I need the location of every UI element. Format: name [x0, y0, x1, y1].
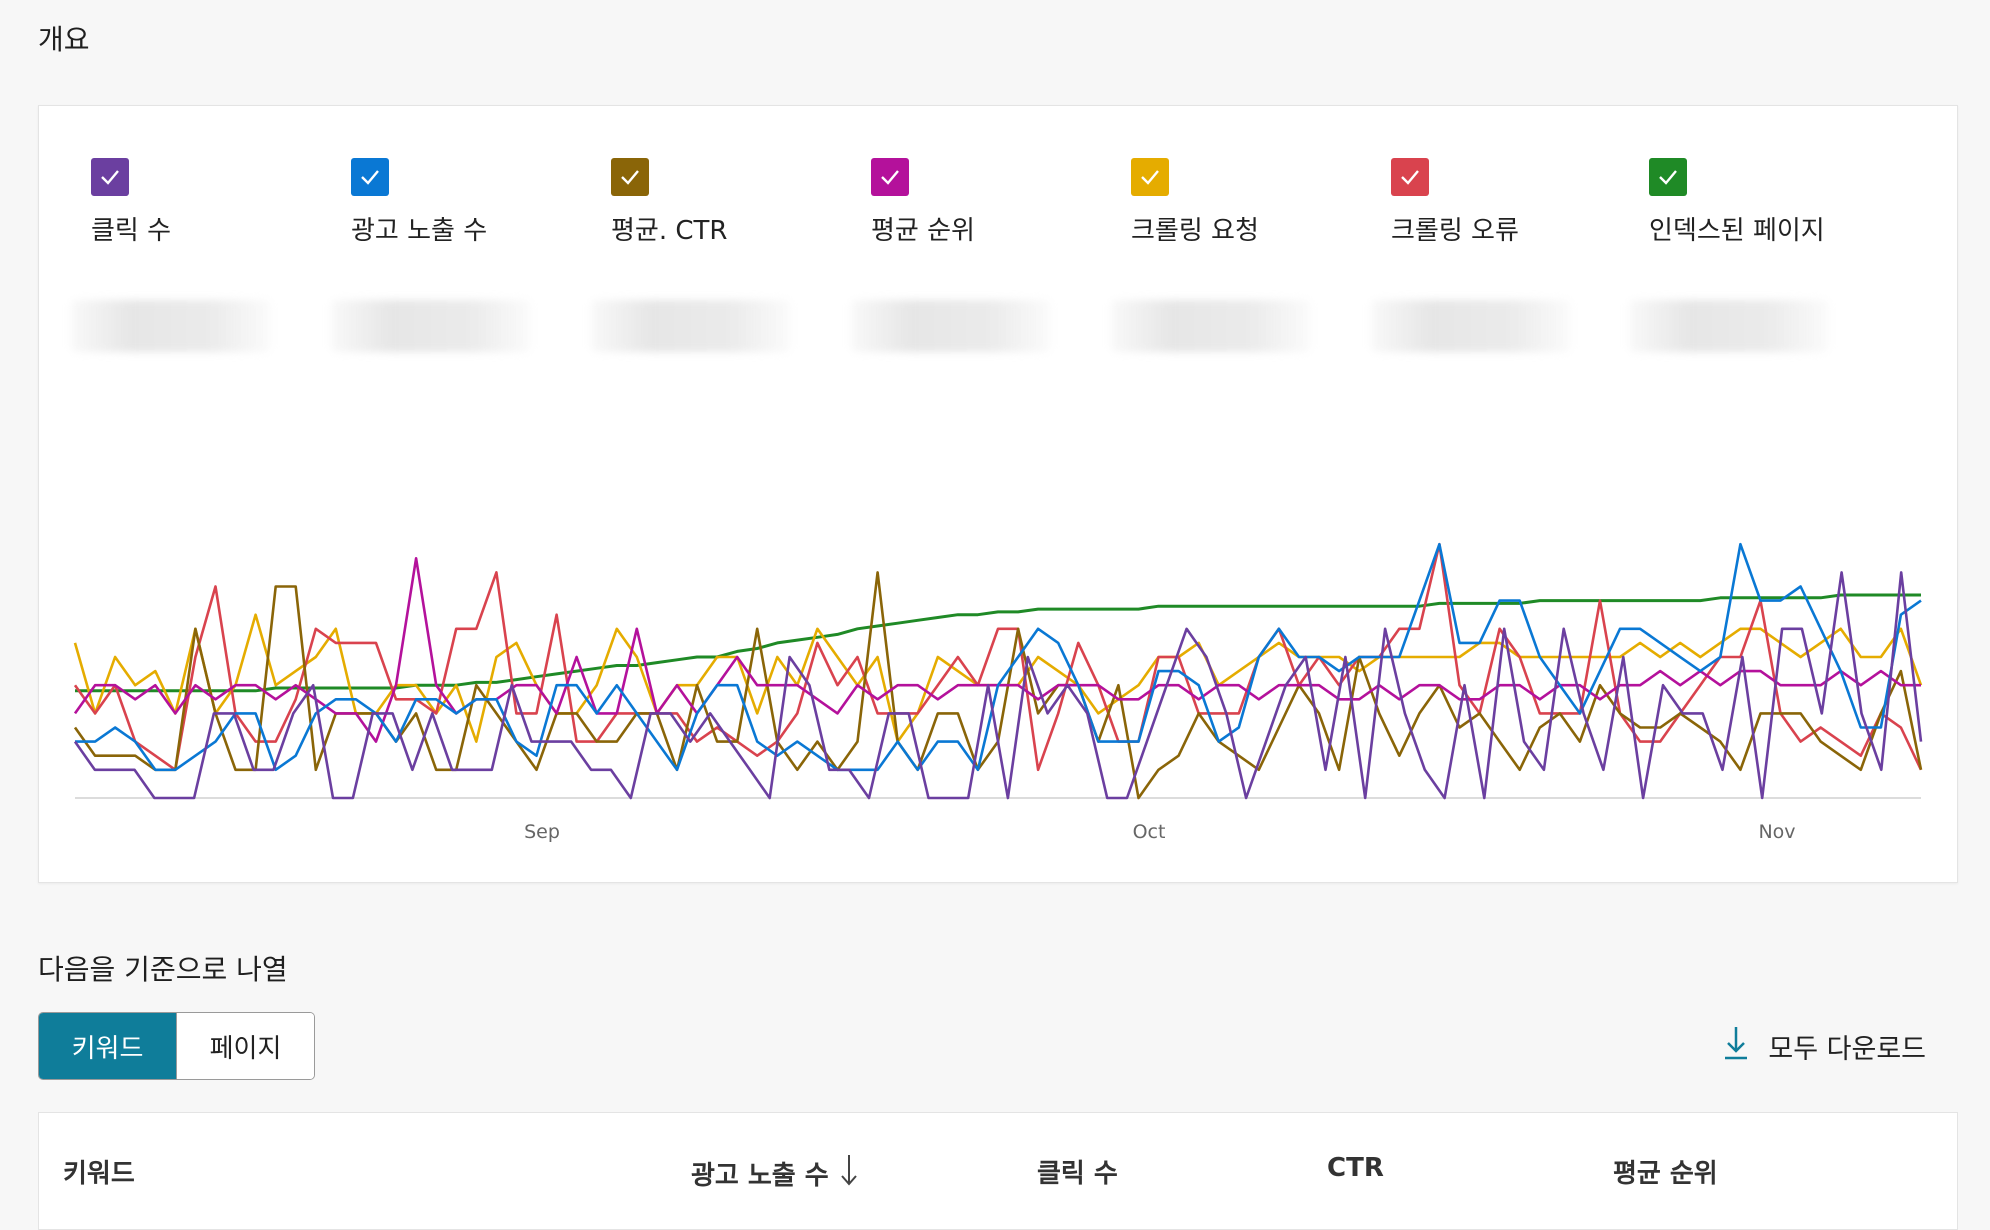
column-header-impressions[interactable]: 광고 노출 수	[691, 1153, 859, 1194]
download-all-label: 모두 다운로드	[1768, 1034, 1926, 1065]
sort-toggle: 키워드 페이지	[38, 1012, 315, 1080]
check-icon	[1141, 170, 1159, 185]
metric-checkbox[interactable]	[1649, 158, 1687, 196]
metric-value-redacted	[1111, 300, 1311, 352]
column-header-label: CTR	[1327, 1153, 1384, 1183]
check-icon	[361, 170, 379, 185]
column-header-label: 평균 순위	[1613, 1159, 1718, 1189]
metric-checkbox[interactable]	[1131, 158, 1169, 196]
metric-value-redacted	[1629, 300, 1829, 352]
metric-toggle-2[interactable]: 평균. CTR	[591, 158, 871, 352]
column-header-clicks[interactable]: 클릭 수	[1037, 1153, 1118, 1190]
sort-option-keyword[interactable]: 키워드	[39, 1013, 176, 1079]
metric-label: 인덱스된 페이지	[1649, 216, 1825, 246]
metric-toggle-0[interactable]: 클릭 수	[71, 158, 351, 352]
overview-title: 개요	[38, 23, 90, 56]
metric-checkbox[interactable]	[611, 158, 649, 196]
check-icon	[881, 170, 899, 185]
series-line-5	[73, 542, 1923, 772]
metric-toggle-4[interactable]: 크롤링 요청	[1111, 158, 1391, 352]
column-header-label: 키워드	[63, 1159, 135, 1189]
check-icon	[1659, 170, 1677, 185]
keyword-table: 키워드 광고 노출 수 클릭 수 CTR 평균 순위	[38, 1112, 1958, 1230]
metric-toggle-1[interactable]: 광고 노출 수	[331, 158, 611, 352]
overview-chart-card: 클릭 수 광고 노출 수 평균. CTR 평균 순위 크롤링 요청 크롤링 오류 인덱스된 …	[38, 105, 1958, 883]
metric-checkbox[interactable]	[351, 158, 389, 196]
metric-label: 클릭 수	[91, 216, 172, 246]
sort-option-page[interactable]: 페이지	[176, 1013, 314, 1079]
check-icon	[101, 170, 119, 185]
download-icon	[1722, 1025, 1750, 1068]
series-line-4	[73, 613, 1923, 743]
download-all-button[interactable]: 모두 다운로드	[1722, 1025, 1926, 1068]
arrow-down-icon	[839, 1153, 859, 1194]
metric-label: 크롤링 요청	[1131, 216, 1259, 246]
metric-toggle-5[interactable]: 크롤링 오류	[1371, 158, 1651, 352]
metric-checkbox[interactable]	[91, 158, 129, 196]
column-header-ctr[interactable]: CTR	[1327, 1153, 1384, 1183]
series-line-3	[73, 556, 1921, 743]
metric-value-redacted	[851, 300, 1051, 352]
metric-label: 평균 순위	[871, 216, 975, 246]
x-tick-label: Nov	[1758, 821, 1795, 843]
series-line-0	[73, 571, 1923, 800]
sort-by-title: 다음을 기준으로 나열	[38, 953, 288, 986]
column-header-keyword[interactable]: 키워드	[63, 1153, 135, 1190]
x-tick-label: Oct	[1133, 821, 1166, 843]
metric-value-redacted	[591, 300, 791, 352]
check-icon	[621, 170, 639, 185]
line-chart: Sep Oct Nov	[73, 542, 1923, 843]
column-header-label: 광고 노출 수	[691, 1161, 829, 1191]
metric-toggle-6[interactable]: 인덱스된 페이지	[1629, 158, 1909, 352]
metric-checkbox[interactable]	[1391, 158, 1429, 196]
metric-label: 광고 노출 수	[351, 216, 488, 246]
check-icon	[1401, 170, 1419, 185]
metric-label: 크롤링 오류	[1391, 216, 1519, 246]
series-line-6	[75, 593, 1921, 693]
metric-value-redacted	[331, 300, 531, 352]
metric-value-redacted	[1371, 300, 1571, 352]
metric-toggle-3[interactable]: 평균 순위	[851, 158, 1131, 352]
column-header-avg-position[interactable]: 평균 순위	[1613, 1153, 1718, 1190]
x-tick-label: Sep	[524, 821, 560, 843]
metric-label: 평균. CTR	[611, 216, 728, 246]
metric-value-redacted	[71, 300, 271, 352]
metric-checkbox[interactable]	[871, 158, 909, 196]
column-header-label: 클릭 수	[1037, 1159, 1118, 1189]
series-line-1	[75, 542, 1922, 772]
